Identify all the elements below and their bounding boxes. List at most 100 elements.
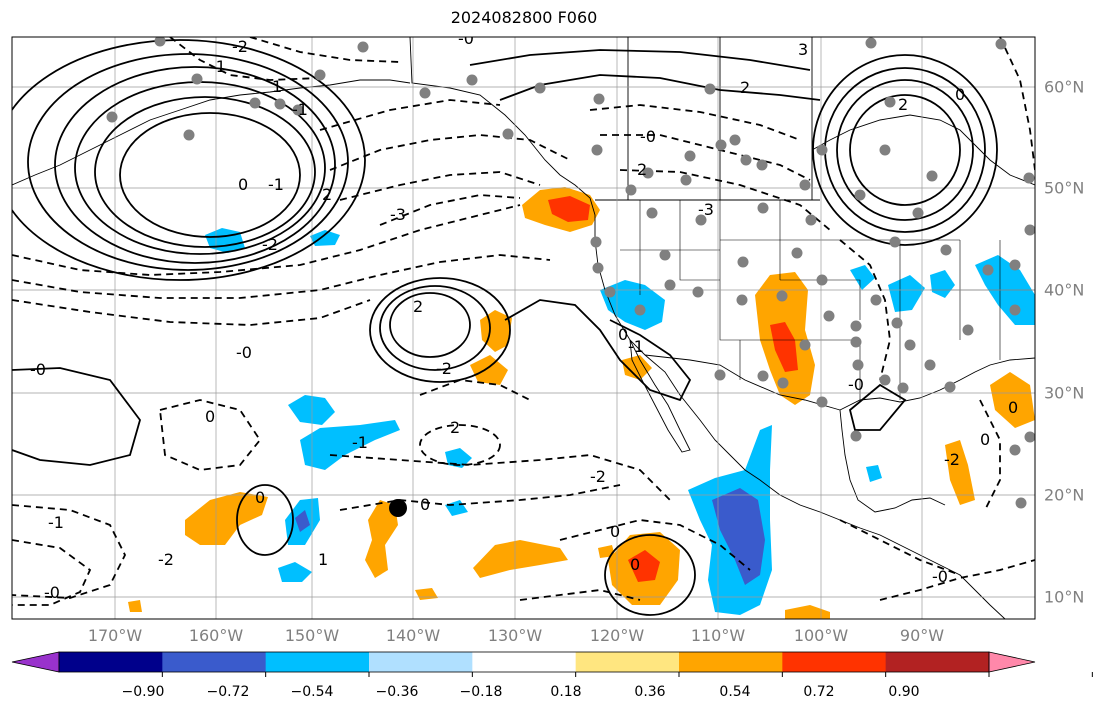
contour-california-loop <box>504 299 692 402</box>
warm-anomaly-hawaii-east <box>365 500 398 578</box>
contour-low-pacific-6 <box>12 39 366 281</box>
contour-center-1 <box>389 292 471 358</box>
contour-label: -2 <box>232 37 248 56</box>
lat-label: 40°N <box>1044 280 1085 300</box>
contour-label: 0 <box>255 488 265 507</box>
contour-label: -0 <box>932 567 948 586</box>
dashed-contour-6 <box>319 99 501 131</box>
contour-label: 0 <box>420 495 430 514</box>
north-america-coastline <box>409 37 1006 619</box>
colorbar-segment <box>679 652 783 672</box>
contour-label: 0 <box>618 325 628 344</box>
dashed-contour-24 <box>999 37 1035 171</box>
lon-label: 150°W <box>284 626 340 645</box>
dashed-contour-5 <box>339 171 541 201</box>
colorbar-tick-label: −0.18 <box>459 684 503 700</box>
contour-north-arc-2 <box>469 49 811 71</box>
contour-label: -1 <box>268 175 284 194</box>
colorbar-segment <box>575 652 680 672</box>
colorbar-tick-label: 0.54 <box>719 684 751 700</box>
strong-warm-anomaly-mexico-coast <box>628 550 660 582</box>
dashed-contour-1 <box>12 204 521 276</box>
contour-label: 0 <box>1008 398 1018 417</box>
warm-anomaly-gulf <box>990 372 1035 428</box>
contour-label: -1 <box>352 433 368 452</box>
strong-cool-anomaly-mexico <box>712 488 765 585</box>
contour-low-canada-1 <box>849 94 961 206</box>
cool-anomaly-small-5 <box>278 562 312 582</box>
contour-label: -0 <box>848 375 864 394</box>
cool-anomaly-california <box>600 280 665 330</box>
dashed-contour-25 <box>419 379 531 401</box>
lon-label: 170°W <box>87 626 143 645</box>
lon-label: 130°W <box>487 626 543 645</box>
map-background <box>12 37 1035 619</box>
contour-hawaii-loop <box>236 484 294 556</box>
contour-label: -2 <box>590 467 606 486</box>
colorbar-segment <box>472 652 577 672</box>
dashed-contour-16 <box>559 519 751 571</box>
lon-label: 90°W <box>899 626 945 645</box>
warm-anomaly-subtropic <box>473 540 568 578</box>
lon-label: 140°W <box>385 626 441 645</box>
contour-low-pacific-5 <box>27 53 349 271</box>
highlight-marker-black-dot <box>389 499 407 517</box>
warm-anomaly-small-1 <box>128 600 142 612</box>
map-frame <box>11 36 1036 620</box>
colorbar-tick-label: 0.72 <box>803 684 835 700</box>
colorbar-tick-label: −0.54 <box>290 684 334 700</box>
map-title: 2024082800 F060 <box>450 8 598 27</box>
mexico-gulf-coast <box>839 409 946 513</box>
lat-label: 10°N <box>1044 587 1085 607</box>
canada-provinces <box>627 37 813 200</box>
dashed-contour-23 <box>249 37 401 63</box>
lat-label: 50°N <box>1044 178 1085 198</box>
contour-west-loop <box>12 367 141 466</box>
contour-label: 1 <box>272 77 282 96</box>
contour-label: 2 <box>413 297 423 316</box>
contour-label: 0 <box>205 407 215 426</box>
colorbar-tick-label: −0.72 <box>206 684 250 700</box>
contour-label: 0 <box>630 555 640 574</box>
cool-anomaly-east-1 <box>888 275 925 312</box>
dashed-contour-14 <box>12 504 127 599</box>
gulf-coast <box>839 357 1035 411</box>
contour-label: 2 <box>637 160 647 179</box>
negative-contours <box>12 37 1035 606</box>
lon-label: 160°W <box>188 626 244 645</box>
cool-anomaly-central-pacific <box>288 395 335 425</box>
lat-label: 30°N <box>1044 383 1085 403</box>
contour-label: -2 <box>436 359 452 378</box>
contour-label: 2 <box>322 185 332 204</box>
contour-label: -1 <box>292 100 308 119</box>
dashed-contour-22 <box>169 37 321 81</box>
contour-label: 0 <box>238 175 248 194</box>
contour-label: -0 <box>458 29 474 48</box>
colorbar-segment <box>369 652 473 672</box>
contour-label: -0 <box>236 343 252 362</box>
dashed-contour-19 <box>879 559 1035 601</box>
strong-warm-anomaly-pacific-nw <box>548 196 590 222</box>
contour-low-canada-4 <box>812 54 998 246</box>
dashed-contour-13 <box>339 484 621 511</box>
contour-label: -1 <box>628 337 644 356</box>
dashed-contour-21 <box>979 399 1001 511</box>
lat-label: 20°N <box>1044 485 1085 505</box>
contour-label: 2 <box>740 78 750 97</box>
colorbar-segment <box>59 652 163 672</box>
contour-label: -1 <box>48 513 64 532</box>
contour-label: 3 <box>798 40 808 59</box>
contour-label: -3 <box>698 200 714 219</box>
strong-cool-anomaly-hawaii <box>295 510 310 532</box>
contour-label: -0 <box>30 360 46 379</box>
dashed-contour-20 <box>839 239 891 381</box>
contour-label: -2 <box>158 550 174 569</box>
lon-label: 120°W <box>589 626 645 645</box>
contour-low-pacific-4 <box>54 66 336 264</box>
contour-mexico-loop <box>604 534 696 616</box>
contour-gulf-loop <box>848 383 907 431</box>
lat-label: 60°N <box>1044 77 1085 97</box>
colorbar-tick-label: 0.36 <box>634 684 666 700</box>
contour-low-pacific-1 <box>119 112 301 238</box>
